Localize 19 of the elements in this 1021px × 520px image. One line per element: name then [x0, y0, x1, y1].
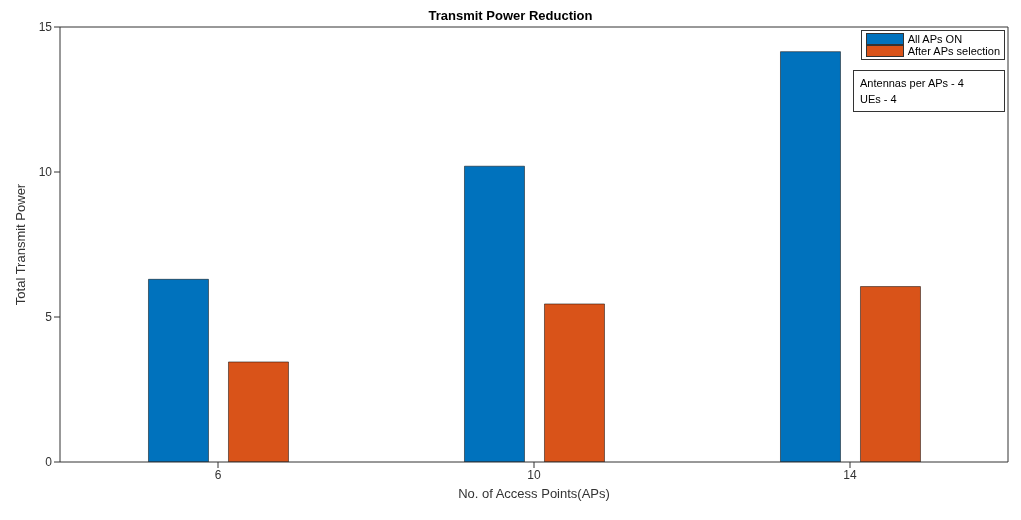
- bar: [780, 51, 841, 462]
- y-tick-label: 5: [45, 310, 53, 325]
- y-axis-title: Total Transmit Power: [12, 183, 28, 306]
- bar: [148, 279, 209, 462]
- x-tick-label: 6: [214, 467, 222, 482]
- bar: [228, 361, 289, 462]
- legend-label: All APs ON: [907, 33, 963, 45]
- note-box: Antennas per APs - 4 UEs - 4: [853, 70, 1005, 112]
- x-tick-label: 10: [527, 467, 541, 482]
- y-tick-label: 15: [38, 20, 53, 35]
- chart-title: Transmit Power Reduction: [428, 8, 593, 23]
- y-tick-label: 0: [45, 455, 53, 470]
- bar: [464, 165, 525, 462]
- y-tick-label: 10: [38, 165, 53, 180]
- x-tick-label: 14: [843, 467, 857, 482]
- legend-label: After APs selection: [907, 45, 1000, 57]
- x-axis-title: No. of Access Points(APs): [458, 486, 610, 501]
- bar: [860, 286, 921, 462]
- bar: [544, 303, 605, 462]
